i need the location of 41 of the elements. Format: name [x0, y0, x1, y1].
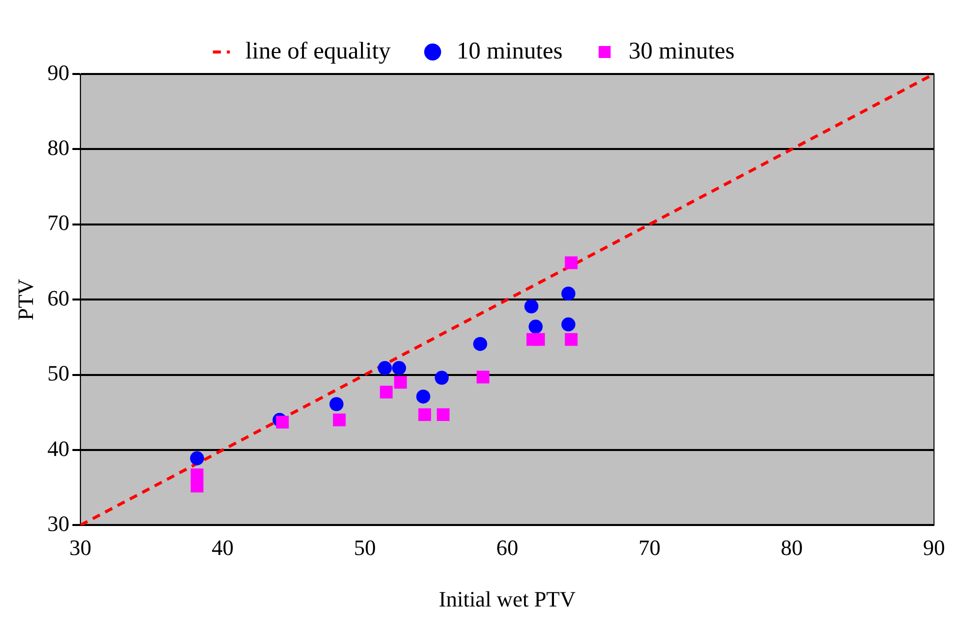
x-tick-label: 30: [69, 535, 92, 560]
y-tick-label: 50: [47, 360, 70, 386]
point: [418, 408, 432, 422]
point: [276, 416, 289, 429]
point: [476, 370, 490, 384]
y-tick-label: 70: [47, 210, 70, 236]
y-tick-label: 40: [47, 436, 70, 461]
point: [190, 451, 204, 466]
point: [329, 397, 344, 412]
point: [394, 376, 407, 389]
point: [561, 317, 576, 332]
point: [473, 336, 488, 351]
point: [380, 386, 393, 398]
x-axis-title: Initial wet PTV: [438, 586, 576, 612]
point: [532, 333, 545, 346]
point: [416, 390, 430, 404]
point: [436, 408, 450, 422]
point: [190, 480, 204, 492]
x-tick-label: 90: [923, 535, 945, 560]
y-tick-label: 30: [47, 510, 70, 536]
point: [564, 333, 578, 346]
legend-label: 30 minutes: [628, 38, 735, 64]
point: [378, 361, 392, 376]
x-tick-label: 60: [496, 535, 518, 560]
legend-label: line of equality: [245, 38, 391, 64]
x-tick-label: 80: [780, 535, 803, 560]
point: [524, 299, 538, 314]
point: [332, 414, 346, 426]
y-tick-label: 80: [47, 134, 70, 160]
point: [528, 320, 543, 334]
y-tick-label: 60: [47, 285, 70, 310]
point: [564, 256, 578, 270]
point: [392, 361, 406, 376]
x-tick-label: 40: [212, 535, 234, 560]
y-tick-label: 90: [47, 60, 70, 85]
x-tick-label: 70: [638, 535, 660, 560]
legend-label: 10 minutes: [456, 38, 563, 64]
point: [434, 370, 449, 385]
y-axis-title: PTV: [12, 278, 38, 320]
point: [561, 286, 576, 301]
x-tick-label: 50: [354, 535, 376, 560]
